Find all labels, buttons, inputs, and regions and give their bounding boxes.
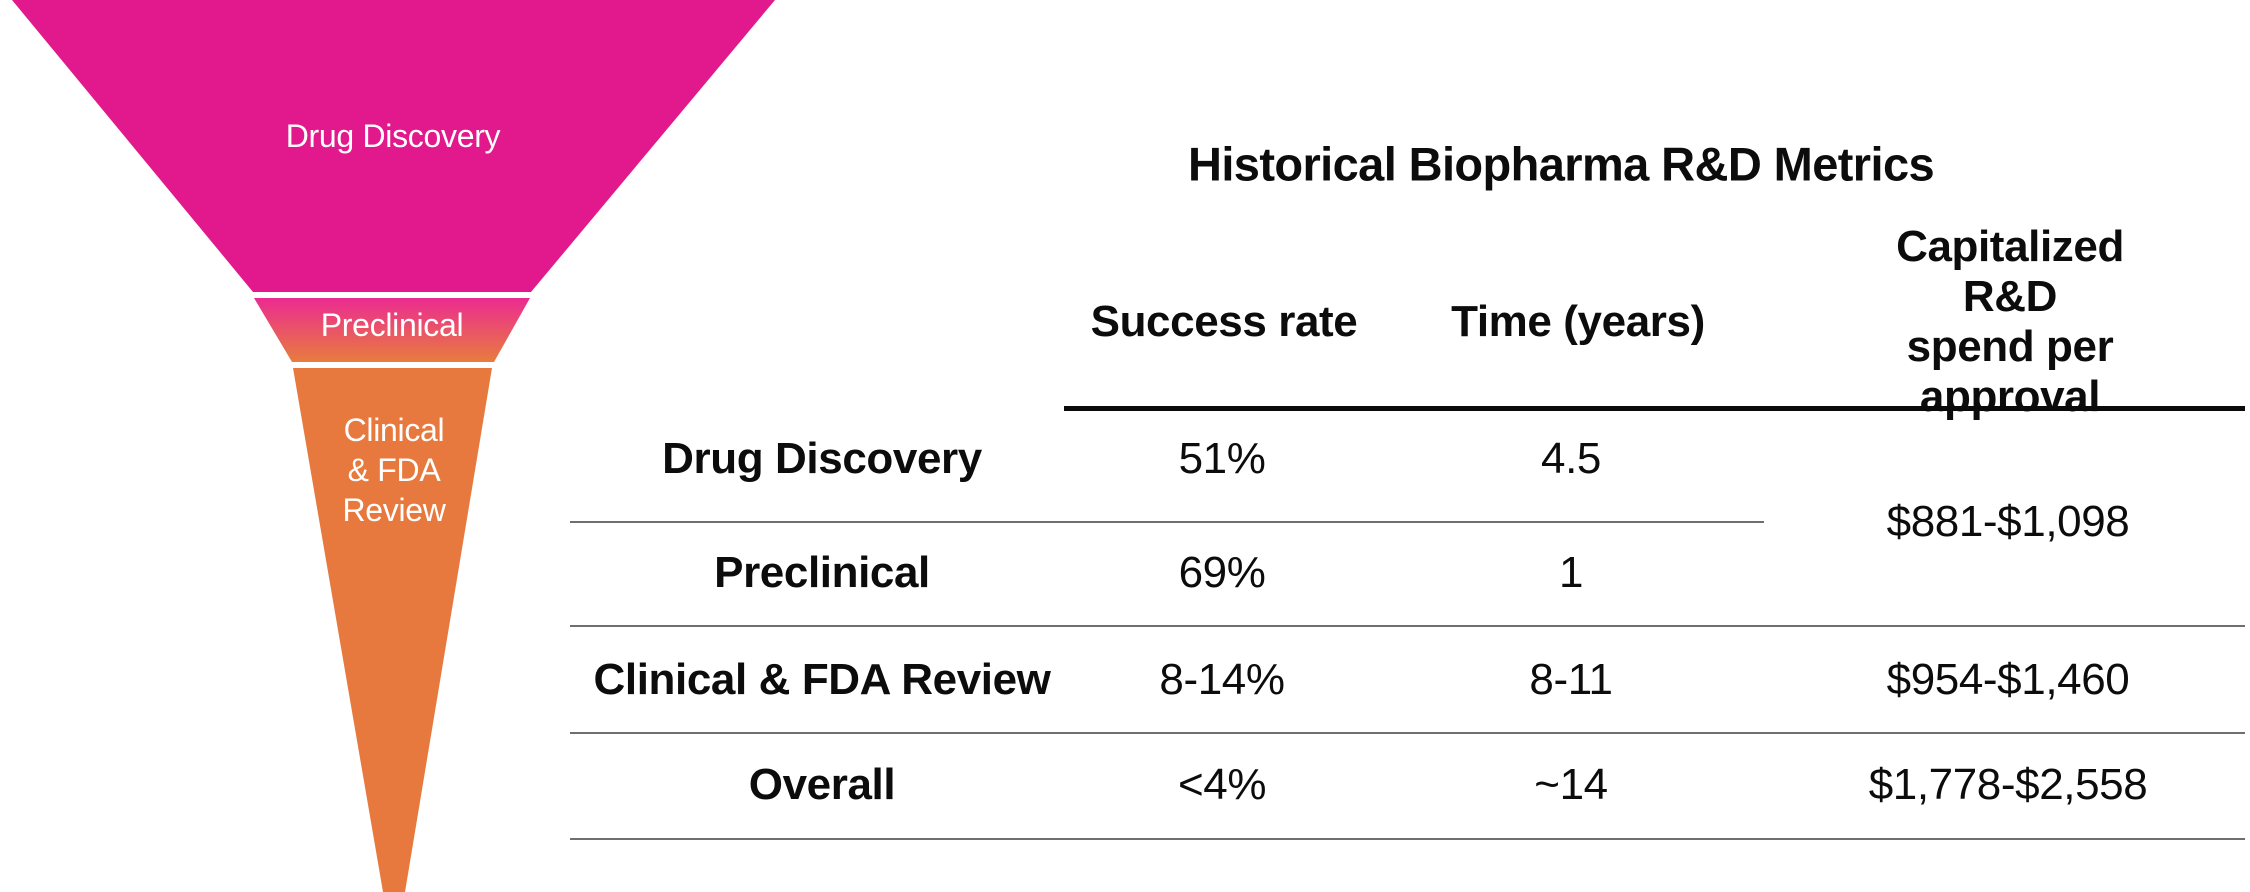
funnel-chart [12, 0, 775, 892]
cell-clinical-time: 8-11 [1529, 655, 1613, 704]
row-divider-1 [570, 521, 1764, 523]
funnel-label-clinical-fda-review: Clinical & FDA Review [342, 412, 446, 528]
cell-clinical-spend: $954-$1,460 [1886, 655, 2130, 704]
cell-overall-time: ~14 [1534, 760, 1608, 809]
funnel-label-drug-discovery: Drug Discovery [285, 118, 501, 154]
row-divider-3 [570, 732, 2245, 734]
cell-preclinical-time: 1 [1558, 548, 1584, 597]
row-divider-2 [570, 625, 2245, 627]
row-label-clinical-fda-review: Clinical & FDA Review [593, 655, 1051, 704]
funnel-label-preclinical: Preclinical [320, 307, 464, 343]
row-label-drug-discovery: Drug Discovery [662, 434, 982, 483]
cell-preclinical-success-rate: 69% [1178, 548, 1266, 597]
funnel-stage-clinical-fda-review [293, 368, 492, 892]
row-divider-4 [570, 838, 2245, 840]
column-header-success-rate: Success rate [1090, 297, 1358, 346]
cell-merged-spend-discovery-preclinical: $881-$1,098 [1886, 497, 2130, 546]
column-header-time-years: Time (years) [1451, 297, 1705, 346]
row-label-preclinical: Preclinical [714, 548, 930, 597]
funnel-stage-drug-discovery [12, 0, 775, 292]
row-label-overall: Overall [748, 760, 896, 809]
cell-clinical-success-rate: 8-14% [1159, 655, 1285, 704]
cell-drug-discovery-time: 4.5 [1541, 434, 1601, 483]
header-rule [1064, 406, 2245, 411]
cell-drug-discovery-success-rate: 51% [1178, 434, 1266, 483]
funnel-stage-preclinical [254, 298, 530, 362]
cell-overall-success-rate: <4% [1177, 760, 1267, 809]
cell-overall-spend: $1,778-$2,558 [1868, 760, 2148, 809]
column-header-capitalized-rd-spend: Capitalized R&D spend per approval [1896, 222, 2124, 421]
table-title: Historical Biopharma R&D Metrics [1187, 137, 1935, 191]
